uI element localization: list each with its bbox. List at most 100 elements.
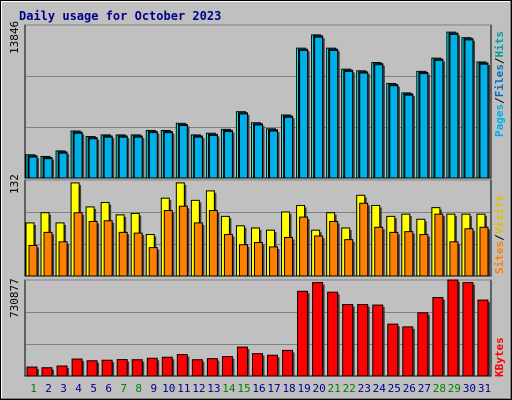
sites-bar (299, 216, 309, 277)
day-label: 7 (120, 382, 127, 395)
visits-panel (24, 179, 492, 277)
pages-bar (43, 158, 53, 179)
kbytes-bar (462, 282, 474, 377)
day-label: 19 (297, 382, 310, 395)
side-label-pages: Pages (493, 104, 506, 137)
kbytes-bar (116, 359, 128, 377)
sites-bar (238, 244, 248, 277)
pages-bar (299, 49, 309, 179)
day-label: 24 (373, 382, 387, 395)
day-labels: 1 2 3 4 5 6 7 8 9 10 11 12 13 14 15 16 17 18 19 20 21 22 23 24 2… (30, 382, 491, 395)
day-label: 9 (150, 382, 157, 395)
kbytes-bar (417, 312, 429, 377)
pages-bar (118, 136, 128, 179)
day-label: 29 (448, 382, 461, 395)
kbytes-bar (342, 304, 354, 377)
kbytes-bar (41, 367, 53, 377)
day-label: 21 (328, 382, 341, 395)
pages-bar (329, 49, 339, 179)
ymax-label-kbytes: 730877 (8, 278, 21, 318)
pages-bar (404, 94, 414, 179)
pages-bar (103, 136, 113, 179)
sites-bar (404, 231, 414, 277)
kbytes-bar (71, 358, 83, 377)
day-label: 4 (75, 382, 82, 395)
day-label: 5 (90, 382, 97, 395)
ymax-label-hits: 13846 (8, 21, 21, 54)
pages-bar (284, 116, 294, 179)
sites-bar (58, 241, 68, 277)
hits-panel (24, 24, 492, 179)
kbytes-panel (24, 279, 492, 377)
sites-bar (103, 220, 113, 277)
sites-bar (163, 210, 173, 277)
day-label: 17 (267, 382, 280, 395)
sites-bar (449, 241, 459, 277)
sites-bar (464, 228, 474, 277)
kbytes-bar (387, 323, 399, 377)
day-label: 25 (388, 382, 401, 395)
pages-bar (479, 63, 489, 179)
sites-bar (178, 205, 188, 277)
kbytes-bar (447, 279, 459, 377)
kbytes-bar (146, 357, 158, 377)
sites-bar (344, 239, 354, 277)
side-label-kbytes: KBytes (493, 337, 506, 377)
kbytes-bar (221, 356, 233, 377)
pages-bar (208, 134, 218, 179)
kbytes-bar (312, 282, 324, 377)
kbytes-bar (372, 304, 384, 377)
side-label-visits-text: Visits (493, 195, 506, 235)
pages-bar (223, 131, 233, 179)
side-label-visits: Sites/Visits (493, 195, 506, 275)
kbytes-bar (56, 365, 68, 377)
kbytes-bar (206, 358, 218, 377)
pages-bar (88, 138, 98, 179)
kbytes-bar (297, 290, 309, 377)
day-label: 15 (237, 382, 250, 395)
kbytes-bar (161, 356, 173, 377)
side-label-hits-text: Hits (493, 31, 506, 58)
side-label-hits: Pages/Files/Hits (493, 31, 506, 137)
side-label-slash-3: / (493, 234, 506, 241)
side-label-files: Files (493, 64, 506, 97)
kbytes-bar (86, 360, 98, 377)
day-label: 30 (463, 382, 476, 395)
day-label: 8 (135, 382, 142, 395)
sites-bar (314, 235, 324, 277)
pages-bar (238, 113, 248, 179)
sites-bar (389, 231, 399, 277)
day-label: 14 (222, 382, 236, 395)
pages-bar (269, 130, 279, 179)
day-label: 16 (252, 382, 265, 395)
day-label: 6 (105, 382, 112, 395)
sites-bar (133, 232, 143, 277)
day-label: 31 (478, 382, 491, 395)
pages-bar (148, 132, 158, 179)
day-label: 28 (433, 382, 446, 395)
sites-bar (434, 213, 444, 277)
sites-bar (223, 234, 233, 277)
pages-bar (464, 39, 474, 179)
kbytes-bar (402, 326, 414, 377)
sites-bar (419, 234, 429, 277)
sites-bar (359, 202, 369, 277)
pages-bar (449, 33, 459, 179)
kbytes-bar (176, 354, 188, 377)
day-label: 23 (358, 382, 371, 395)
sites-bar (28, 244, 38, 277)
sites-bar (269, 246, 279, 277)
day-label: 18 (282, 382, 295, 395)
kbytes-bar (282, 349, 294, 377)
pages-bar (133, 136, 143, 179)
sites-bar (329, 220, 339, 277)
kbytes-bar (477, 299, 489, 377)
pages-bar (314, 36, 324, 179)
day-label: 27 (418, 382, 431, 395)
day-label: 13 (207, 382, 220, 395)
day-label: 20 (313, 382, 326, 395)
kbytes-bar (251, 353, 263, 377)
sites-bar (374, 226, 384, 277)
pages-bar (178, 125, 188, 179)
